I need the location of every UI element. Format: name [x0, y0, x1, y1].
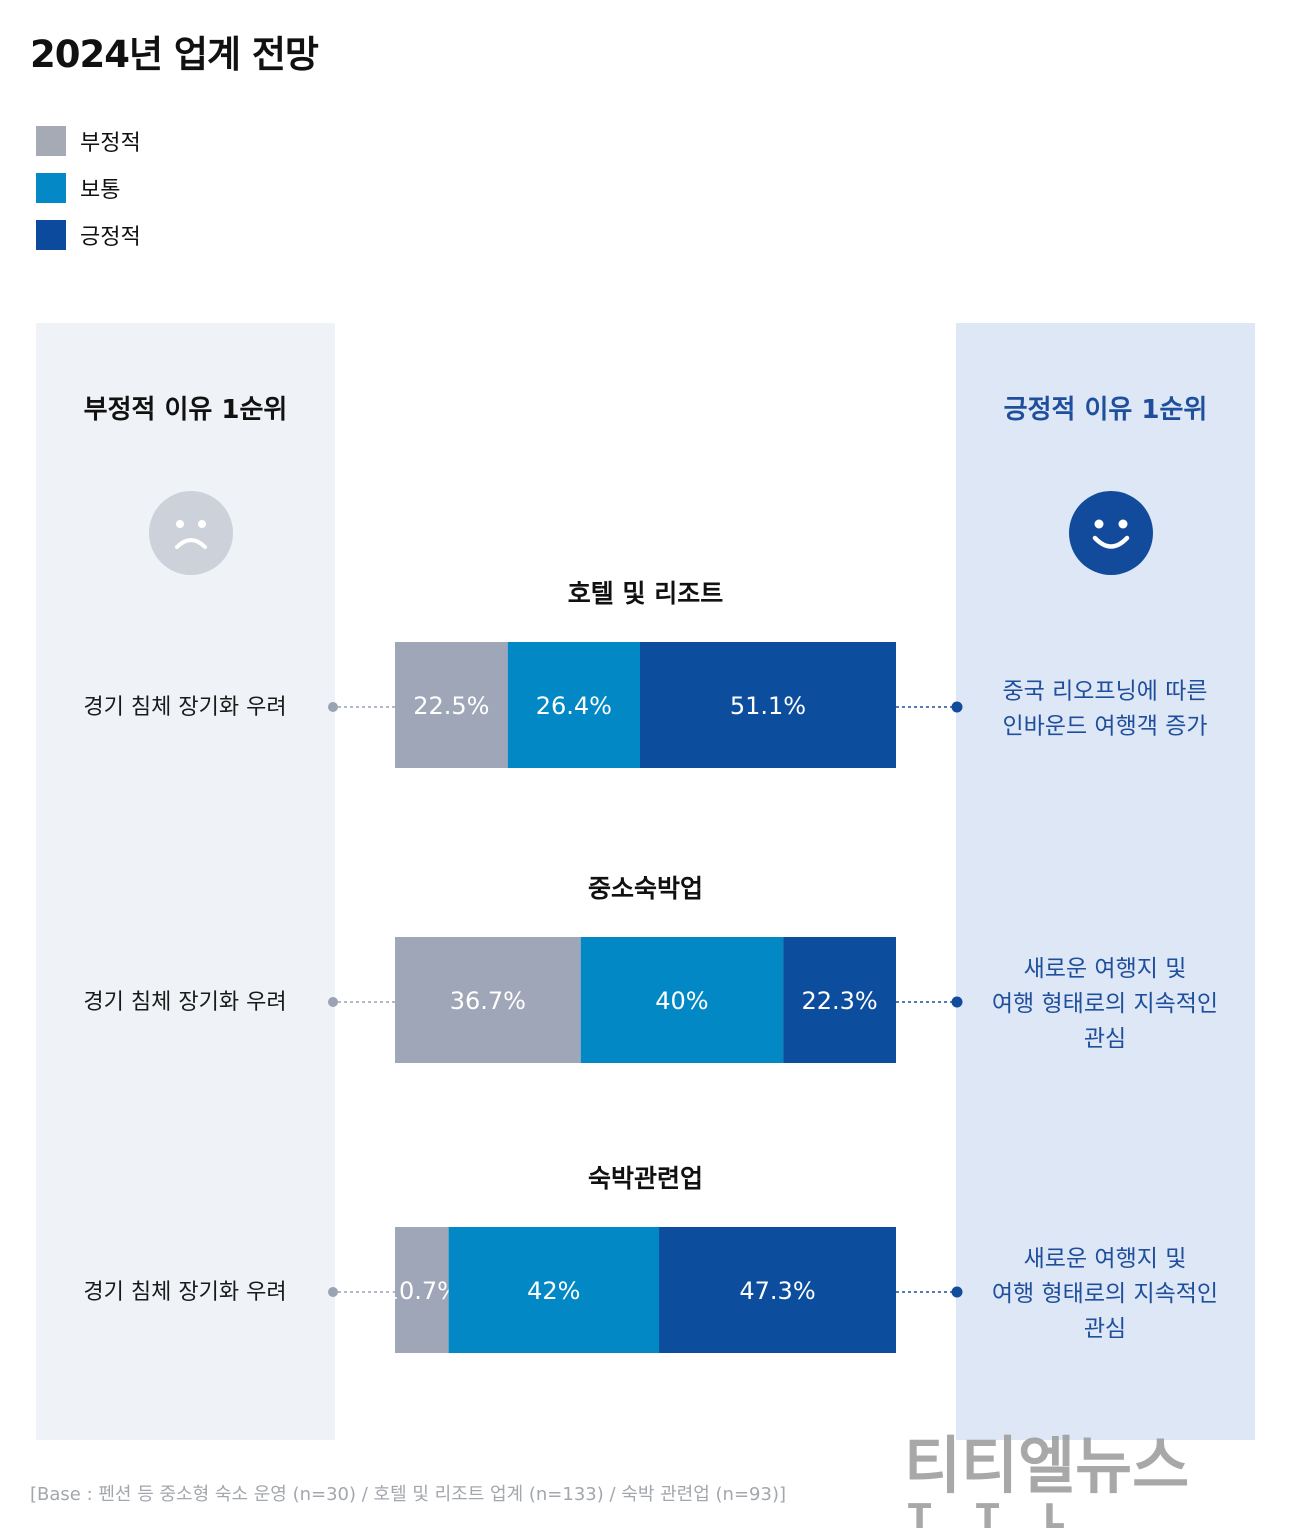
bar-label-neutral: 26.4%	[536, 692, 612, 720]
bar-segment-positive	[783, 937, 896, 1063]
bar-label-positive: 51.1%	[730, 692, 806, 720]
bar-label-negative: 36.7%	[450, 987, 526, 1015]
happy-face-icon	[1069, 491, 1153, 575]
svg-text:TTL: TTL	[908, 1497, 1109, 1534]
category-title: 중소숙박업	[588, 874, 703, 903]
bar-label-positive: 47.3%	[739, 1277, 815, 1305]
bar-label-negative: 10.7%	[384, 1277, 460, 1305]
bar-label-positive: 22.3%	[801, 987, 877, 1015]
legend-label-negative: 부정적	[80, 131, 141, 156]
page-title: 2024년 업계 전망	[30, 33, 319, 76]
sad-face-icon	[149, 491, 233, 575]
legend-label-neutral: 보통	[80, 178, 121, 203]
bar-segment-neutral	[507, 642, 640, 768]
bar-segment-negative	[395, 642, 508, 768]
svg-text:티티엘뉴스: 티티엘뉴스	[904, 1429, 1189, 1502]
bar-segment-positive	[659, 1227, 896, 1353]
bar-segment-negative	[395, 1227, 449, 1353]
legend-swatch-neutral	[36, 173, 66, 203]
base-footnote: [Base : 펜션 등 중소형 숙소 운영 (n=30) / 호텔 및 리조트…	[30, 1484, 786, 1505]
legend-item-negative: 부정적	[36, 126, 141, 156]
category-title: 호텔 및 리조트	[568, 579, 723, 608]
positive-panel-title: 긍정적 이유 1순위	[1003, 395, 1208, 425]
bar-segment-negative	[395, 937, 581, 1063]
legend: 부정적 보통 긍정적	[36, 126, 141, 267]
negative-reason-panel: 부정적 이유 1순위	[36, 323, 335, 1440]
category-title: 숙박관련업	[588, 1164, 703, 1193]
bar-label-neutral: 42%	[527, 1277, 580, 1305]
ttl-news-watermark-logo: 티티엘뉴스 TTL	[902, 1422, 1222, 1534]
bar-label-neutral: 40%	[655, 987, 708, 1015]
positive-reason-panel: 긍정적 이유 1순위	[956, 323, 1255, 1440]
negative-panel-title: 부정적 이유 1순위	[83, 395, 288, 425]
bar-segment-positive	[639, 642, 896, 768]
legend-label-positive: 긍정적	[80, 225, 141, 250]
bar-label-negative: 22.5%	[413, 692, 489, 720]
legend-swatch-positive	[36, 220, 66, 250]
legend-swatch-negative	[36, 126, 66, 156]
legend-item-positive: 긍정적	[36, 220, 141, 250]
bar-segment-neutral	[448, 1227, 660, 1353]
bar-segment-neutral	[580, 937, 784, 1063]
legend-item-neutral: 보통	[36, 173, 141, 203]
